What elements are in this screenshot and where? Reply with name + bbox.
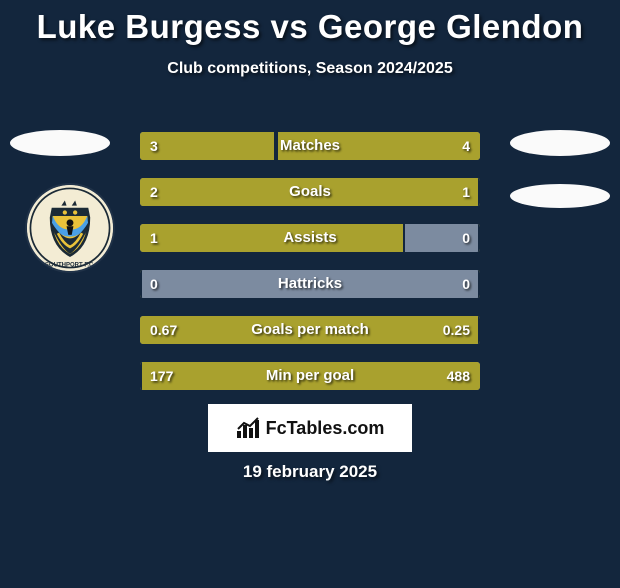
stat-row: Assists10: [140, 224, 480, 252]
player-left-photo-placeholder: [10, 130, 110, 156]
club-left-crest: SOUTHPORT F.C.: [27, 185, 113, 271]
stat-value-left: 0: [150, 270, 158, 298]
comparison-bars: Matches34Goals21Assists10Hattricks00Goal…: [140, 132, 480, 408]
stat-value-right: 0: [462, 270, 470, 298]
stat-row: Matches34: [140, 132, 480, 160]
stat-bar-right: [276, 132, 480, 160]
stat-row: Goals21: [140, 178, 480, 206]
subtitle: Club competitions, Season 2024/2025: [0, 60, 620, 78]
brand-badge: FcTables.com: [208, 404, 412, 452]
date-text: 19 february 2025: [0, 462, 620, 482]
stat-bar-left: [140, 224, 405, 252]
player-right-photo-placeholder: [510, 130, 610, 156]
stat-bar-right: [478, 270, 480, 298]
stat-bar-right: [478, 316, 480, 344]
stat-bar-right: [478, 178, 480, 206]
stat-bar-left: [140, 132, 276, 160]
stat-bar-left: [140, 316, 480, 344]
stat-row: Min per goal177488: [140, 362, 480, 390]
stat-row: Hattricks0 0: [140, 270, 480, 298]
page-title: Luke Burgess vs George Glendon: [0, 8, 620, 46]
brand-text: FcTables.com: [266, 418, 385, 439]
club-right-crest-placeholder: [510, 184, 610, 208]
stat-label: Hattricks: [140, 270, 480, 298]
stat-bar-right: [140, 362, 480, 390]
stat-bar-left: [140, 178, 480, 206]
stat-value-right: 0: [462, 224, 470, 252]
stat-row: Goals per match0.670.25: [140, 316, 480, 344]
brand-bars-icon: [236, 417, 260, 439]
stat-bar-right: [478, 224, 480, 252]
stat-bar-left: [140, 270, 142, 298]
svg-text:SOUTHPORT F.C.: SOUTHPORT F.C.: [45, 263, 95, 269]
